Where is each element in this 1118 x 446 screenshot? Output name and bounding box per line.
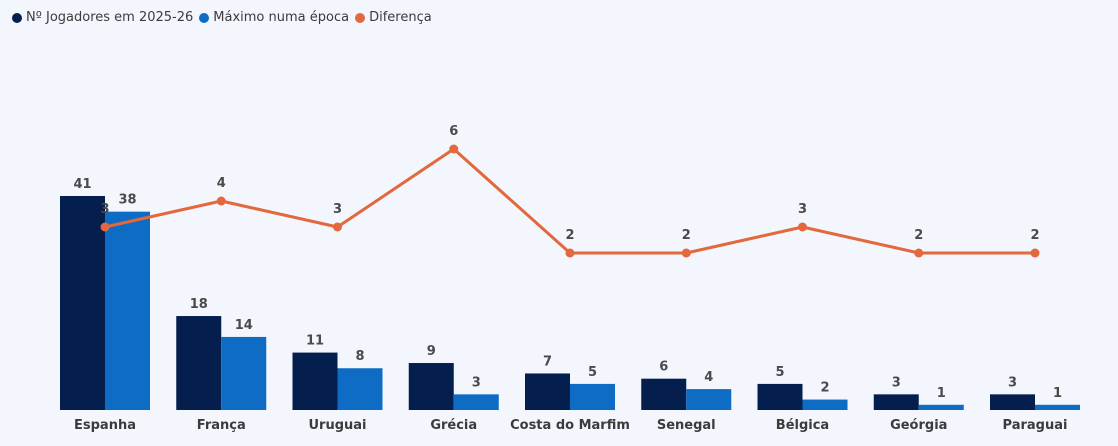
bar-maximo-grecia[interactable] <box>453 394 499 410</box>
x-tick-paraguai: Paraguai <box>1003 418 1068 433</box>
legend-dot-jogadores <box>12 12 22 23</box>
bar-maximo-costa-do-marfim[interactable] <box>570 383 615 410</box>
data-label-diferenca-grecia: 6 <box>449 124 458 139</box>
legend-item-maximo[interactable]: Máximo numa época <box>199 10 349 25</box>
data-label-jogadores-georgia: 3 <box>892 375 901 390</box>
data-label-jogadores-senegal: 6 <box>659 360 668 375</box>
bar-jogadores-uruguai[interactable] <box>292 352 338 410</box>
x-tick-senegal: Senegal <box>657 418 716 433</box>
data-label-jogadores-franca: 18 <box>190 297 208 312</box>
bar-maximo-senegal[interactable] <box>686 389 732 410</box>
x-tick-espanha: Espanha <box>74 418 136 433</box>
data-label-diferenca-uruguai: 3 <box>333 202 342 217</box>
bar-jogadores-belgica[interactable] <box>757 383 803 410</box>
data-label-jogadores-costa-do-marfim: 7 <box>543 354 552 369</box>
legend-label-maximo: Máximo numa época <box>213 10 350 25</box>
data-label-maximo-georgia: 1 <box>937 386 946 401</box>
x-tick-georgia: Geórgia <box>890 418 947 433</box>
bar-maximo-franca[interactable] <box>221 336 267 410</box>
legend-dot-maximo <box>199 12 210 23</box>
bar-maximo-espanha[interactable] <box>105 211 150 410</box>
data-label-jogadores-paraguai: 3 <box>1008 375 1017 390</box>
data-label-diferenca-georgia: 2 <box>914 228 923 243</box>
data-label-jogadores-belgica: 5 <box>775 365 784 380</box>
legend-item-jogadores[interactable]: Nº Jogadores em 2025-26 <box>12 10 193 25</box>
data-label-maximo-paraguai: 1 <box>1053 386 1062 401</box>
legend-dot-diferenca <box>355 12 366 23</box>
bar-maximo-paraguai[interactable] <box>1035 404 1080 410</box>
data-label-jogadores-uruguai: 11 <box>306 334 324 349</box>
legend-item-diferenca[interactable]: Diferença <box>355 10 432 25</box>
point-diferenca-costa-do-marfim[interactable] <box>565 248 575 258</box>
data-label-jogadores-espanha: 41 <box>73 177 91 192</box>
bar-jogadores-paraguai[interactable] <box>990 394 1035 410</box>
data-label-maximo-senegal: 4 <box>704 370 713 385</box>
bar-jogadores-grecia[interactable] <box>408 363 454 410</box>
point-diferenca-belgica[interactable] <box>798 222 807 232</box>
x-tick-costa-do-marfim: Costa do Marfim <box>510 418 630 433</box>
data-label-maximo-costa-do-marfim: 5 <box>588 365 597 380</box>
x-tick-uruguai: Uruguai <box>308 418 366 433</box>
data-label-diferenca-senegal: 2 <box>682 228 691 243</box>
x-tick-franca: França <box>197 418 246 433</box>
data-label-diferenca-espanha: 3 <box>100 202 109 217</box>
point-diferenca-paraguai[interactable] <box>1030 248 1040 258</box>
bar-jogadores-franca[interactable] <box>176 316 222 410</box>
legend: Nº Jogadores em 2025-26 Máximo numa époc… <box>12 10 438 25</box>
point-diferenca-georgia[interactable] <box>914 248 924 258</box>
data-label-maximo-grecia: 3 <box>472 375 481 390</box>
bar-jogadores-costa-do-marfim[interactable] <box>525 373 570 410</box>
bar-maximo-uruguai[interactable] <box>337 368 383 410</box>
bar-maximo-belgica[interactable] <box>802 399 848 410</box>
point-diferenca-uruguai[interactable] <box>333 222 342 232</box>
bar-jogadores-espanha[interactable] <box>60 196 105 410</box>
data-label-maximo-franca: 14 <box>235 318 253 333</box>
bar-maximo-georgia[interactable] <box>918 404 964 410</box>
point-diferenca-franca[interactable] <box>216 196 226 206</box>
data-label-diferenca-costa-do-marfim: 2 <box>565 228 574 243</box>
data-label-diferenca-belgica: 3 <box>798 202 807 217</box>
point-diferenca-grecia[interactable] <box>449 144 459 154</box>
data-label-maximo-espanha: 38 <box>118 193 136 208</box>
data-label-jogadores-grecia: 9 <box>427 344 436 359</box>
data-label-diferenca-paraguai: 2 <box>1030 228 1039 243</box>
point-diferenca-senegal[interactable] <box>681 248 691 258</box>
data-label-diferenca-franca: 4 <box>217 176 226 191</box>
data-label-maximo-belgica: 2 <box>820 381 829 396</box>
x-tick-grecia: Grécia <box>430 418 477 433</box>
bar-jogadores-senegal[interactable] <box>641 378 687 410</box>
x-tick-belgica: Bélgica <box>776 418 829 433</box>
bar-jogadores-georgia[interactable] <box>873 394 919 410</box>
point-diferenca-espanha[interactable] <box>100 222 110 232</box>
legend-label-jogadores: Nº Jogadores em 2025-26 <box>26 10 194 25</box>
legend-label-diferenca: Diferença <box>369 10 432 25</box>
data-label-maximo-uruguai: 8 <box>355 349 364 364</box>
